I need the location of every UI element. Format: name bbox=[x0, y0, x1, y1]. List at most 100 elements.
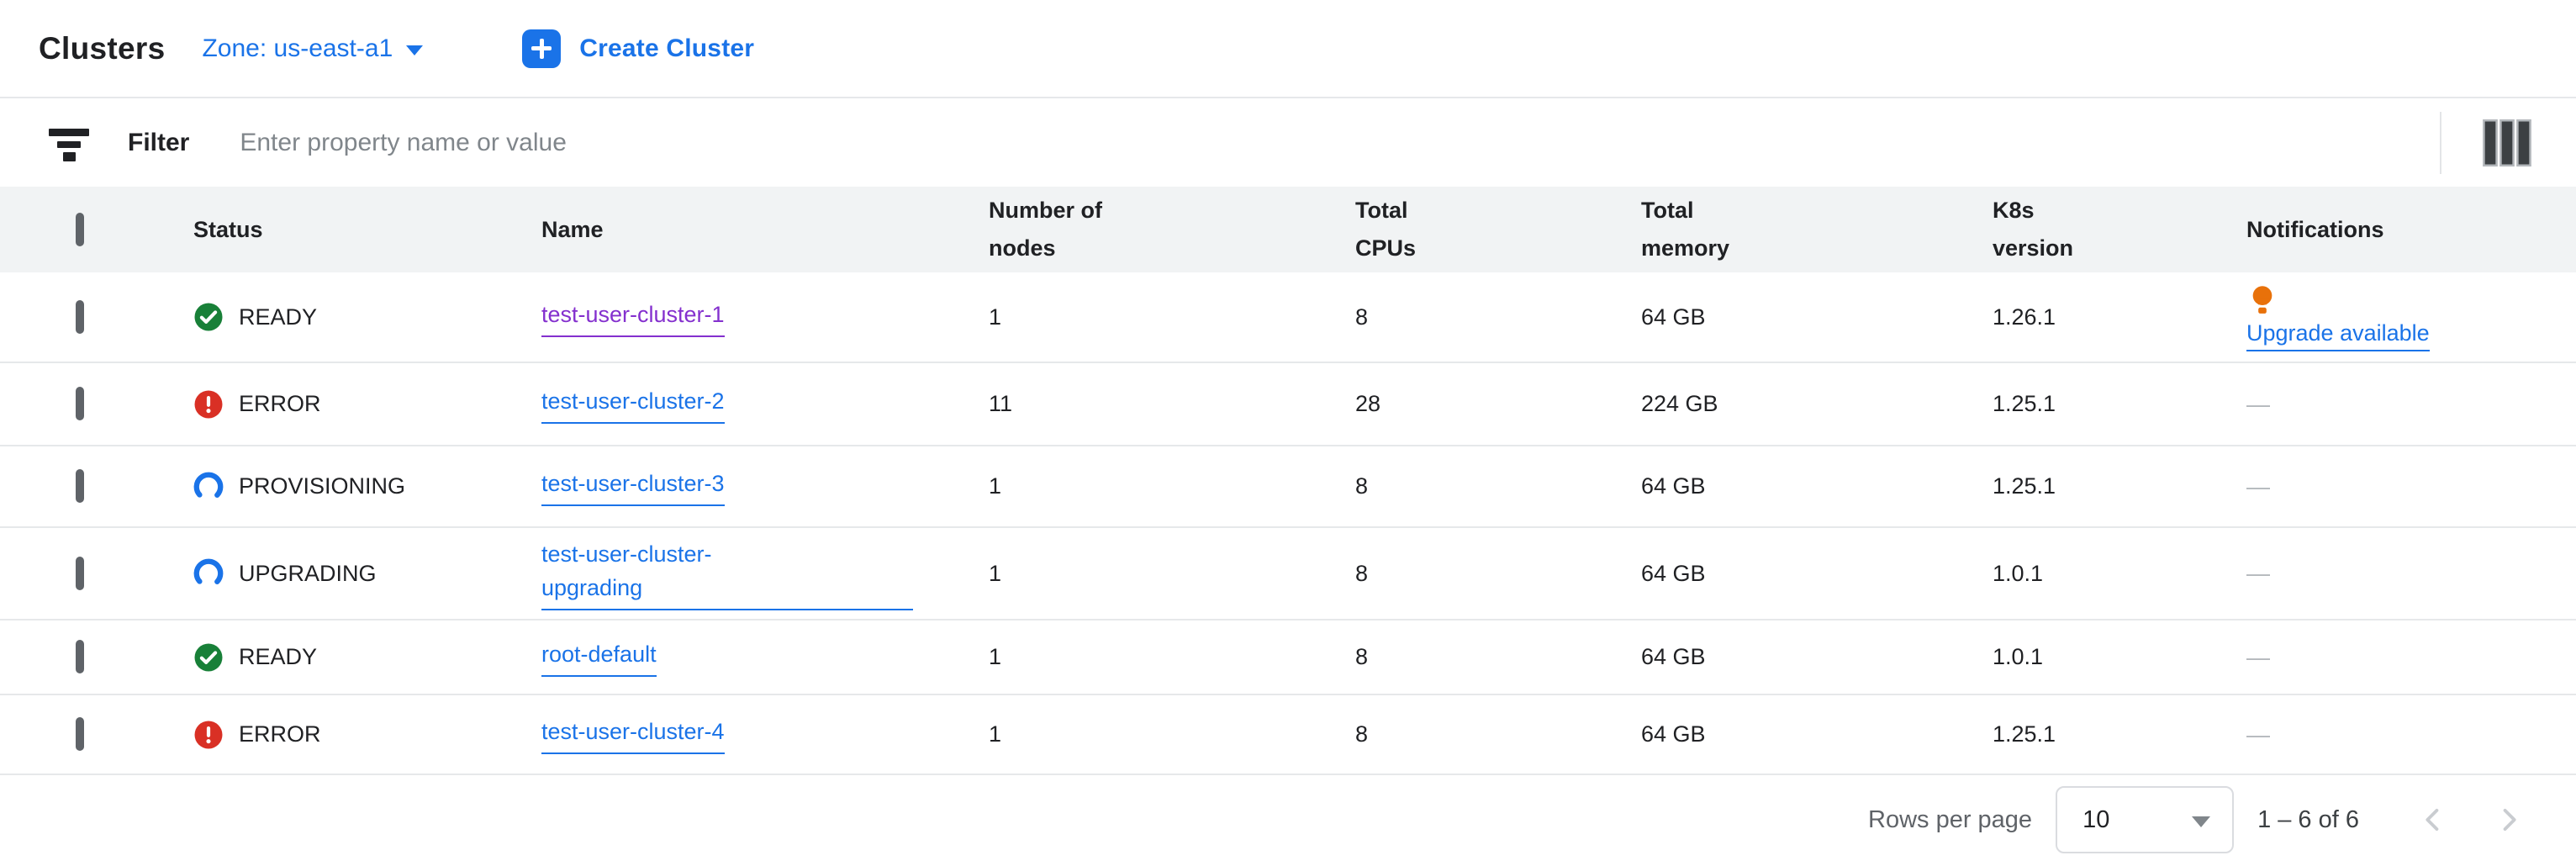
status-cell: READY bbox=[193, 642, 541, 673]
row-checkbox[interactable] bbox=[76, 469, 84, 503]
row-select-cell bbox=[0, 299, 193, 334]
notifications-cell: — bbox=[2246, 473, 2576, 500]
error-circle-icon bbox=[193, 389, 224, 420]
cpus-cell: 28 bbox=[1355, 391, 1381, 416]
filter-bar: Filter bbox=[0, 98, 2576, 187]
cluster-name-link[interactable]: test-user-cluster-4 bbox=[541, 715, 725, 754]
row-checkbox[interactable] bbox=[76, 640, 84, 673]
no-notification-dash: — bbox=[2246, 473, 2270, 499]
status-label: READY bbox=[239, 644, 318, 669]
row-select-cell bbox=[0, 387, 193, 420]
lightbulb-icon bbox=[2248, 283, 2277, 319]
nodes-cell: 1 bbox=[989, 644, 1002, 669]
memory-cell: 224 GB bbox=[1641, 391, 1718, 416]
name-cell: test-user-cluster-1 bbox=[541, 298, 989, 337]
row-checkbox[interactable] bbox=[76, 299, 84, 334]
row-checkbox[interactable] bbox=[76, 387, 84, 420]
nodes-cell: 1 bbox=[989, 560, 1002, 586]
status-label: READY bbox=[239, 304, 318, 330]
row-checkbox[interactable] bbox=[76, 556, 84, 590]
table-row: READY root-default 1 8 64 GB 1.0.1 — bbox=[0, 620, 2576, 695]
name-cell: root-default bbox=[541, 637, 989, 677]
cluster-name-link[interactable]: test-user-cluster-2 bbox=[541, 384, 725, 424]
select-all-checkbox[interactable] bbox=[76, 212, 84, 246]
dropdown-caret-icon bbox=[406, 45, 424, 55]
column-header-total-memory: Total memory bbox=[1641, 198, 1730, 261]
name-cell: test-user-cluster-2 bbox=[541, 384, 989, 424]
cluster-name-link[interactable]: test-user-cluster-1 bbox=[541, 298, 725, 337]
select-caret-icon bbox=[2192, 816, 2211, 827]
upgrade-available-link[interactable]: Upgrade available bbox=[2246, 320, 2430, 351]
k8s-version-cell: 1.25.1 bbox=[1993, 473, 2056, 499]
no-notification-dash: — bbox=[2246, 643, 2270, 670]
cluster-name-link[interactable]: test-user-cluster- upgrading bbox=[541, 537, 913, 610]
k8s-version-cell: 1.26.1 bbox=[1993, 304, 2056, 330]
rows-per-page-label: Rows per page bbox=[1868, 805, 2033, 833]
next-page-button[interactable] bbox=[2490, 801, 2527, 838]
cpus-cell: 8 bbox=[1355, 644, 1369, 669]
column-header-number-of-nodes: Number of nodes bbox=[989, 198, 1102, 261]
no-notification-dash: — bbox=[2246, 560, 2270, 586]
cpus-cell: 8 bbox=[1355, 304, 1369, 330]
column-header-name: Name bbox=[541, 216, 604, 242]
filter-icon bbox=[49, 125, 89, 161]
rows-per-page-value: 10 bbox=[2082, 805, 2110, 833]
nodes-cell: 11 bbox=[989, 391, 1013, 416]
column-header-notifications: Notifications bbox=[2246, 216, 2384, 242]
row-checkbox[interactable] bbox=[76, 717, 84, 751]
row-select-cell bbox=[0, 556, 193, 590]
zone-dropdown[interactable]: Zone: us-east-a1 bbox=[202, 34, 424, 63]
name-cell: test-user-cluster-4 bbox=[541, 715, 989, 754]
notifications-cell: — bbox=[2246, 391, 2576, 418]
table-row: ERROR test-user-cluster-4 1 8 64 GB 1.25.1 — bbox=[0, 695, 2576, 775]
create-cluster-button[interactable]: Create Cluster bbox=[522, 29, 754, 68]
error-circle-icon bbox=[193, 720, 224, 750]
status-cell: ERROR bbox=[193, 389, 541, 420]
filter-input[interactable] bbox=[238, 117, 2440, 168]
k8s-version-cell: 1.0.1 bbox=[1993, 560, 2044, 586]
no-notification-dash: — bbox=[2246, 390, 2270, 417]
column-header-k8s-version: K8s version bbox=[1993, 198, 2074, 261]
check-circle-icon bbox=[193, 302, 224, 332]
no-notification-dash: — bbox=[2246, 721, 2270, 747]
rows-per-page-select[interactable]: 10 bbox=[2056, 786, 2235, 853]
column-header-total-cpus: Total CPUs bbox=[1355, 198, 1417, 261]
table-header-row: Status Name Number of nodes Total CPUs Total… bbox=[0, 187, 2576, 272]
cluster-name-link[interactable]: test-user-cluster-3 bbox=[541, 467, 725, 506]
row-select-cell bbox=[0, 717, 193, 751]
status-label: PROVISIONING bbox=[239, 473, 406, 499]
memory-cell: 64 GB bbox=[1641, 560, 1706, 586]
nodes-cell: 1 bbox=[989, 304, 1002, 330]
create-cluster-label: Create Cluster bbox=[579, 34, 755, 62]
memory-cell: 64 GB bbox=[1641, 721, 1706, 747]
select-all-cell bbox=[0, 212, 193, 246]
page-title: Clusters bbox=[39, 30, 166, 66]
page-header: Clusters Zone: us-east-a1 Create Cluster bbox=[0, 0, 2576, 98]
name-cell: test-user-cluster-3 bbox=[541, 467, 989, 506]
check-circle-icon bbox=[193, 642, 224, 673]
status-label: ERROR bbox=[239, 721, 321, 747]
memory-cell: 64 GB bbox=[1641, 473, 1706, 499]
previous-page-button[interactable] bbox=[2415, 801, 2452, 838]
k8s-version-cell: 1.25.1 bbox=[1993, 721, 2056, 747]
zone-dropdown-label: Zone: us-east-a1 bbox=[202, 34, 393, 62]
filter-label: Filter bbox=[128, 128, 190, 156]
cluster-name-link[interactable]: root-default bbox=[541, 637, 657, 677]
spinner-icon bbox=[193, 558, 224, 589]
chevron-left-icon bbox=[2426, 809, 2439, 831]
k8s-version-cell: 1.0.1 bbox=[1993, 644, 2044, 669]
column-display-button[interactable] bbox=[2475, 115, 2539, 171]
name-cell: test-user-cluster- upgrading bbox=[541, 537, 989, 610]
pagination-bar: Rows per page 10 1 – 6 of 6 bbox=[0, 775, 2576, 864]
toolbar-divider bbox=[2440, 111, 2441, 174]
cluster-table-body: READY test-user-cluster-1 1 8 64 GB 1.26.1 Upg… bbox=[0, 272, 2576, 775]
status-label: UPGRADING bbox=[239, 560, 377, 586]
memory-cell: 64 GB bbox=[1641, 644, 1706, 669]
pagination-range: 1 – 6 of 6 bbox=[2257, 805, 2359, 833]
status-label: ERROR bbox=[239, 391, 321, 416]
cpus-cell: 8 bbox=[1355, 721, 1369, 747]
row-select-cell bbox=[0, 640, 193, 673]
cpus-cell: 8 bbox=[1355, 560, 1369, 586]
table-row: READY test-user-cluster-1 1 8 64 GB 1.26.1 Upg… bbox=[0, 272, 2576, 363]
status-cell: PROVISIONING bbox=[193, 472, 541, 502]
